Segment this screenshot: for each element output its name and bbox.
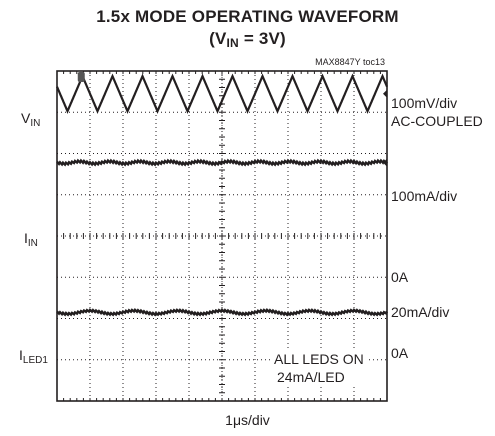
- figure-tag: MAX8847Y toc13: [315, 57, 385, 67]
- iled1-channel-label: ILED1: [19, 347, 48, 366]
- vin-level-marker: [383, 89, 387, 98]
- iled-zero-label: 0A: [391, 345, 409, 361]
- vin-scale-label: 100mV/div: [391, 95, 458, 111]
- chart-title-line2: (VIN = 3V): [209, 29, 286, 50]
- iin-trace: [56, 158, 388, 167]
- iled-scale-label: 20mA/div: [391, 304, 450, 320]
- vin-coupling-label: AC-COUPLED: [391, 113, 483, 129]
- iin-zero-label: 0A: [391, 269, 409, 285]
- annotation-box: ALL LEDS ON 24mA/LED: [272, 350, 366, 386]
- trigger-marker: [77, 72, 85, 82]
- iin-level-marker: [383, 158, 387, 167]
- iled-trace: [56, 308, 389, 317]
- annotation-line2: 24mA/LED: [277, 369, 345, 385]
- vin-trace: [55, 73, 389, 115]
- x-axis-label: 1μs/div: [225, 412, 270, 428]
- chart-title-line1: 1.5x MODE OPERATING WAVEFORM: [96, 7, 399, 26]
- iin-scale-label: 100mA/div: [391, 188, 458, 204]
- annotation-line1: ALL LEDS ON: [274, 351, 364, 367]
- vin-channel-label: VIN: [21, 110, 41, 129]
- iin-channel-label: IIN: [24, 230, 38, 249]
